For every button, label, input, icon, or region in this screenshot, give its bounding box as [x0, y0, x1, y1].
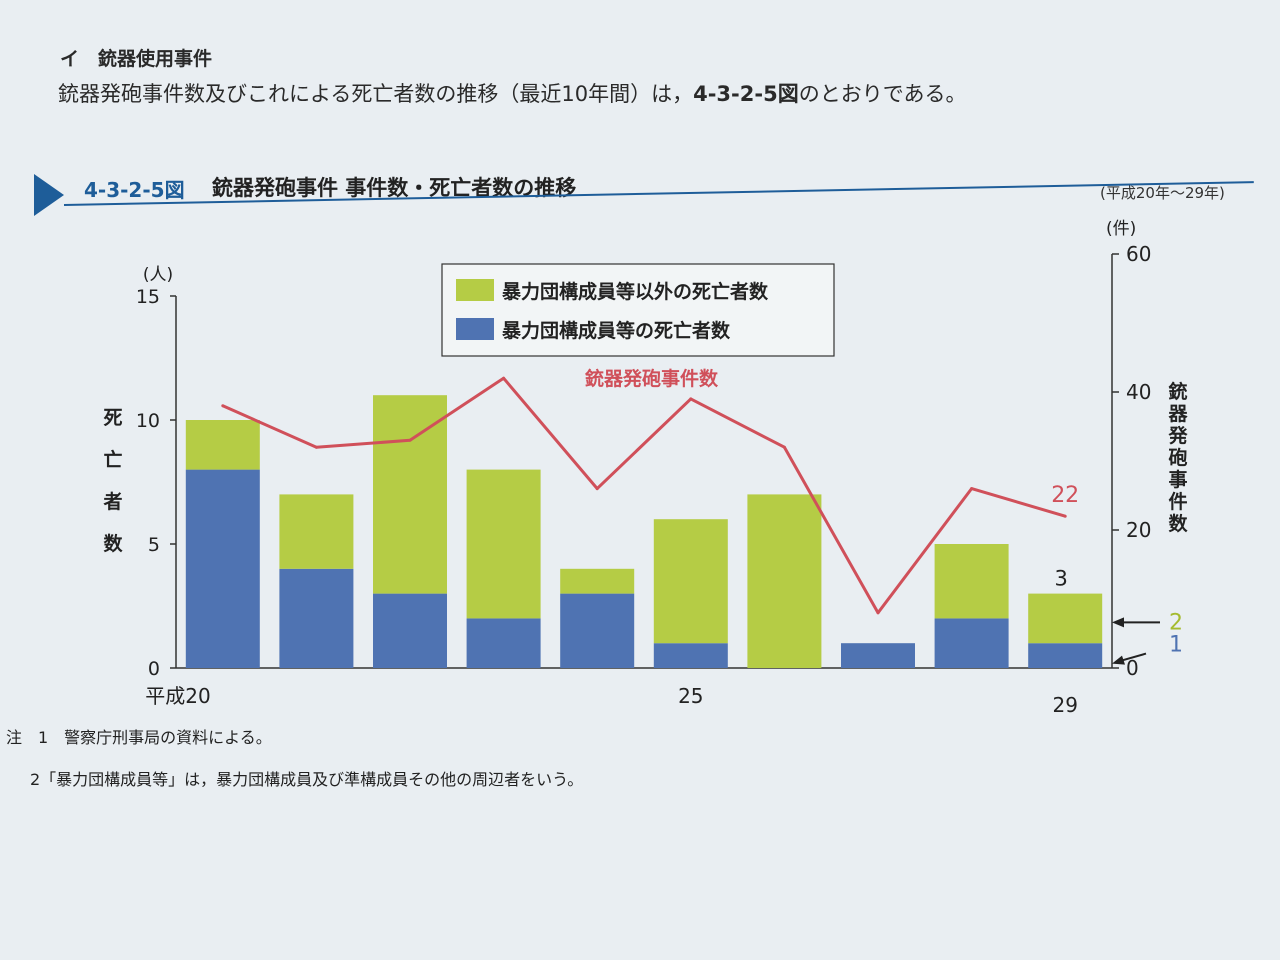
left-tick-label: 0 [148, 658, 160, 680]
x-tick-label: 25 [678, 684, 703, 708]
line-incidents [222, 376, 1066, 615]
right-axis-label-char: 件 [1168, 490, 1187, 513]
annotation-other-last: 2 [1169, 610, 1183, 635]
arrowhead-other-icon [1112, 617, 1124, 628]
annotation-total-last: 3 [1055, 567, 1068, 591]
left-axis-label-char: 亡 [103, 448, 122, 471]
left-axis-label-char: 者 [103, 491, 122, 513]
legend-box [441, 263, 835, 357]
line-point [221, 404, 225, 408]
figure-period: (平成20年〜29年) [1100, 184, 1225, 202]
left-axis-label-char: 死 [103, 407, 122, 429]
section-heading: イ 銃器使用事件 [60, 48, 213, 70]
x-tick-label: 平成20 [145, 684, 210, 708]
right-tick-label: 40 [1126, 380, 1151, 404]
intro-suffix: のとおりである。 [798, 82, 967, 106]
bar-other-deaths [747, 494, 822, 668]
line-point [1063, 514, 1067, 518]
left-axis-unit: (人) [143, 265, 173, 285]
bar-gang-deaths [653, 643, 728, 668]
legend-label-other: 暴力団構成員等以外の死亡者数 [502, 280, 769, 303]
left-tick-label: 10 [136, 410, 160, 432]
line-point [595, 487, 599, 491]
line-series-label: 銃器発砲事件数 [585, 367, 719, 390]
bar-other-deaths [279, 494, 354, 569]
bar-other-deaths [373, 395, 447, 594]
bar-other-deaths [653, 519, 728, 644]
figure-title-bar: 4-3-2-5図 銃器発砲事件 事件数・死亡者数の推移 [28, 160, 1268, 220]
right-axis-label-char: 事 [1168, 468, 1187, 491]
note-1: 注 1 警察庁刑事局の資料による。 [6, 728, 272, 747]
right-axis-label-char: 器 [1167, 403, 1188, 425]
intro-paragraph: 銃器発砲事件数及びこれによる死亡者数の推移（最近10年間）は，4-3-2-5図の… [58, 78, 967, 108]
line-point [970, 487, 974, 491]
legend-swatch-other [456, 279, 494, 301]
bar-gang-deaths [185, 469, 260, 668]
left-axis-label-char: 数 [103, 532, 123, 555]
bar-gang-deaths [466, 618, 541, 668]
bar-other-deaths [934, 544, 1009, 619]
right-tick-label: 0 [1126, 656, 1139, 680]
left-tick-label: 15 [136, 286, 160, 308]
right-tick-label: 60 [1126, 242, 1151, 266]
right-axis-label-char: 発 [1167, 424, 1188, 447]
bar-gang-deaths [841, 643, 915, 668]
legend-label-gang: 暴力団構成員等の死亡者数 [502, 319, 731, 342]
chart-labels: 22 3 21 [1051, 483, 1183, 665]
line-point [689, 397, 693, 401]
intro-figure-ref: 4-3-2-5図 [693, 82, 799, 106]
arrowhead-gang-icon [1112, 655, 1125, 665]
right-axis-unit: (件) [1106, 219, 1136, 239]
line-point [502, 376, 506, 380]
chart-line: 銃器発砲事件数 [221, 367, 1067, 615]
bar-other-deaths [466, 469, 541, 619]
bar-other-deaths [1028, 593, 1103, 644]
right-axis-label-char: 数 [1168, 512, 1188, 535]
figure-number: 4-3-2-5図 [84, 178, 185, 202]
x-tick-label: 29 [1052, 693, 1077, 717]
legend-swatch-gang [456, 318, 494, 340]
bar-other-deaths [185, 420, 260, 470]
annotation-incidents-last: 22 [1051, 483, 1079, 508]
right-axis-label-char: 銃 [1168, 380, 1187, 403]
note-2: 2「暴力団構成員等」は，暴力団構成員及び準構成員その他の周辺者をいう。 [30, 770, 584, 789]
right-axis-label-char: 砲 [1168, 447, 1187, 469]
right-tick-label: 20 [1126, 518, 1151, 542]
bar-gang-deaths [279, 568, 354, 668]
bar-gang-deaths [560, 593, 635, 668]
bar-other-deaths [560, 568, 635, 594]
bar-gang-deaths [934, 618, 1009, 668]
line-point [782, 445, 786, 449]
bar-gang-deaths [373, 593, 447, 668]
chart-bars [185, 395, 1103, 668]
triangle-marker-icon [34, 174, 64, 216]
line-point [876, 611, 880, 615]
annotation-gang-last: 1 [1169, 633, 1183, 658]
line-point [408, 438, 412, 442]
left-tick-label: 5 [148, 534, 160, 556]
line-point [314, 445, 318, 449]
bar-gang-deaths [1028, 643, 1103, 668]
intro-prefix: 銃器発砲事件数及びこれによる死亡者数の推移（最近10年間）は， [58, 82, 694, 106]
